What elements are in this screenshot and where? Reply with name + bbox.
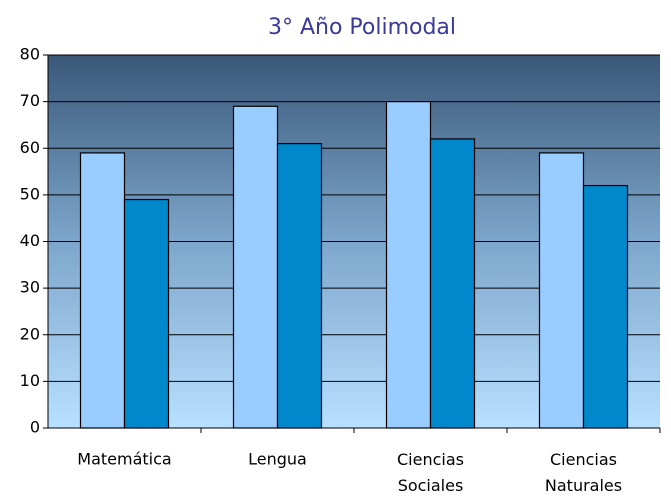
y-tick-label: 30	[20, 278, 40, 297]
bar	[79, 152, 126, 429]
x-tick-label: Ciencias Sociales	[397, 450, 464, 495]
x-tick-label: Matemática	[77, 450, 171, 469]
bar	[582, 184, 629, 429]
bar	[123, 198, 170, 429]
y-tick-label: 0	[30, 418, 40, 437]
y-tick-label: 20	[20, 324, 40, 343]
y-tick-label: 50	[20, 184, 40, 203]
y-tick-label: 60	[20, 138, 40, 157]
x-tick-label: Lengua	[248, 450, 307, 469]
y-tick-label: 80	[20, 45, 40, 64]
bar	[276, 142, 323, 429]
bar	[232, 105, 279, 429]
bar	[429, 138, 476, 429]
x-tick-label: Ciencias Naturales	[545, 450, 622, 495]
y-tick-label: 10	[20, 371, 40, 390]
bar	[538, 152, 585, 429]
y-tick-label: 40	[20, 231, 40, 250]
y-tick-label: 70	[20, 91, 40, 110]
bar	[385, 101, 432, 429]
chart-title: 3° Año Polimodal	[268, 15, 456, 40]
